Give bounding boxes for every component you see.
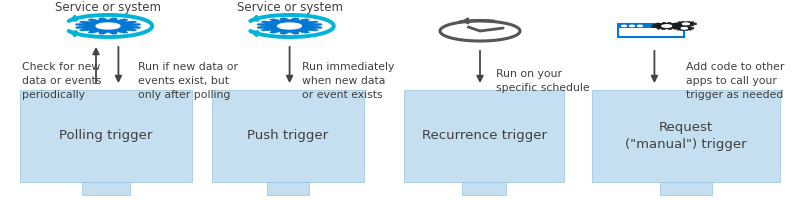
Polygon shape [674,26,694,31]
Polygon shape [675,21,697,26]
FancyBboxPatch shape [660,182,712,195]
FancyBboxPatch shape [404,90,564,182]
FancyBboxPatch shape [592,90,780,182]
FancyBboxPatch shape [82,182,130,195]
Text: Check for new
data or events
periodically: Check for new data or events periodicall… [22,62,102,100]
Circle shape [630,25,634,26]
Circle shape [96,23,120,29]
FancyBboxPatch shape [462,182,506,195]
FancyBboxPatch shape [212,90,364,182]
Bar [618,24,684,28]
Circle shape [682,28,687,29]
Circle shape [278,23,302,29]
Text: Add code to other
apps to call your
trigger as needed: Add code to other apps to call your trig… [686,62,785,100]
Polygon shape [651,22,682,30]
Text: Run if new data or
events exist, but
only after polling: Run if new data or events exist, but onl… [138,62,238,100]
Text: Recurrence trigger: Recurrence trigger [422,130,546,142]
Text: Service or system: Service or system [55,1,161,14]
Circle shape [622,25,626,26]
Circle shape [682,23,690,25]
FancyBboxPatch shape [266,182,310,195]
Text: Run immediately
when new data
or event exists: Run immediately when new data or event e… [302,62,394,100]
Text: Request
("manual") trigger: Request ("manual") trigger [625,121,747,151]
Bar [618,24,684,37]
Text: Run on your
specific schedule: Run on your specific schedule [496,69,590,93]
Polygon shape [75,18,141,34]
Text: Push trigger: Push trigger [247,130,329,142]
Polygon shape [257,18,322,34]
Text: Polling trigger: Polling trigger [59,130,153,142]
Text: Service or system: Service or system [237,1,342,14]
Circle shape [662,25,671,27]
Circle shape [638,25,642,26]
FancyBboxPatch shape [20,90,192,182]
